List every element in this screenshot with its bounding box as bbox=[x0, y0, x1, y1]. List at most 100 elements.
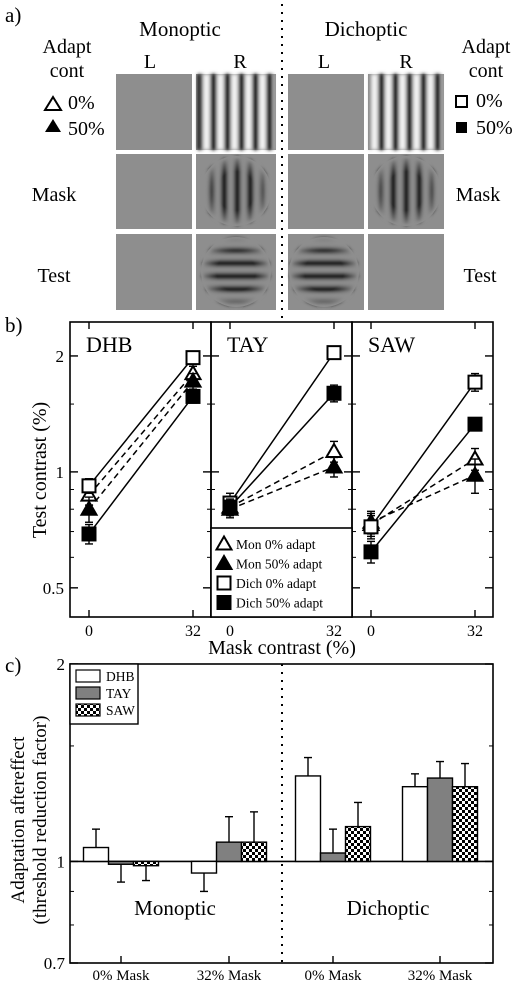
mono-mask-left-tile bbox=[116, 154, 192, 229]
subplot-title: TAY bbox=[227, 332, 269, 357]
y-tick-label: 2 bbox=[57, 655, 66, 674]
series-square-open bbox=[81, 350, 201, 494]
dich-test-left-grating bbox=[288, 234, 364, 310]
mono-test-left-tile bbox=[116, 234, 192, 310]
legend-marker bbox=[214, 553, 234, 570]
panel-c-label: c) bbox=[5, 653, 21, 677]
dich-adapt-right-grating bbox=[368, 74, 444, 150]
bar bbox=[240, 841, 268, 863]
legend-marker bbox=[216, 575, 232, 591]
data-point bbox=[363, 519, 379, 535]
series-square-open bbox=[363, 372, 483, 540]
series-triangle-open bbox=[361, 447, 485, 538]
row-label-test-left: Test bbox=[37, 265, 70, 287]
y-tick-label: 2 bbox=[56, 347, 65, 366]
legend-entry: Dich 50% adapt bbox=[236, 596, 323, 611]
mono-adapt-left-tile bbox=[116, 74, 192, 150]
legend-entry: Mon 0% adapt bbox=[236, 537, 316, 552]
subplot-frame bbox=[351, 321, 494, 618]
data-point bbox=[363, 544, 379, 560]
panel-b-legend: Mon 0% adapt Mon 50% adapt Dich 0% adapt Di… bbox=[210, 527, 353, 618]
adapt-title-left-1: Adapt bbox=[43, 36, 92, 58]
legend-entry: Mon 50% adapt bbox=[236, 557, 322, 572]
legend-swatch bbox=[75, 669, 101, 683]
data-point bbox=[185, 388, 201, 404]
bar bbox=[319, 852, 347, 863]
dich-mask-left-tile bbox=[288, 154, 364, 229]
adapt-zero-right: 0% bbox=[476, 90, 503, 112]
data-point bbox=[467, 374, 483, 390]
legend-entry: DHB bbox=[106, 669, 135, 684]
x-tick-label: 0 bbox=[226, 623, 234, 640]
series-line bbox=[370, 381, 476, 528]
adapt-zero-left: 0% bbox=[68, 92, 95, 114]
series-square-open bbox=[222, 345, 342, 515]
x-tick-label: 32 bbox=[185, 623, 201, 640]
panel-b: b) Test contrast (%) Mask contrast (%) D… bbox=[5, 313, 494, 659]
dich-test-right-tile bbox=[368, 234, 444, 310]
adapt-fifty-right: 50% bbox=[476, 117, 513, 139]
data-point bbox=[326, 385, 342, 401]
legend-entry: Dich 0% adapt bbox=[236, 576, 316, 591]
series-line bbox=[370, 474, 476, 523]
panel-b-subplot-dhb: DHB 0 32 0.5 1 2 bbox=[43, 321, 212, 640]
subplot-title: DHB bbox=[86, 332, 132, 357]
data-point bbox=[324, 457, 344, 474]
series-square-filled bbox=[81, 388, 201, 545]
series-line bbox=[88, 357, 194, 487]
y-tick-label: 0.7 bbox=[44, 954, 66, 973]
bar bbox=[132, 860, 160, 867]
data-point bbox=[465, 465, 485, 482]
group-label-monoptic: Monoptic bbox=[134, 896, 216, 920]
dich-eye-right: R bbox=[399, 51, 413, 73]
panel-a: a) Monoptic Dichoptic L R L R Adapt cont… bbox=[5, 3, 513, 318]
series-line bbox=[229, 352, 335, 504]
x-tick-label: 32 bbox=[467, 623, 483, 640]
panel-a-label: a) bbox=[5, 3, 21, 27]
dich-eye-left: L bbox=[318, 51, 330, 73]
data-point bbox=[79, 499, 99, 516]
series-line bbox=[88, 395, 194, 535]
series-triangle-filled bbox=[79, 371, 203, 523]
panel-c-ylabel: Adaptation aftereffect bbox=[8, 736, 29, 904]
legend-swatch bbox=[75, 703, 101, 717]
x-tick-label: 32% Mask bbox=[197, 968, 262, 984]
data-point bbox=[222, 499, 238, 515]
mono-eye-right: R bbox=[233, 51, 247, 73]
dich-adapt-left-tile bbox=[288, 74, 364, 150]
bar bbox=[294, 775, 322, 863]
adapt-title-left-2: cont bbox=[50, 60, 85, 82]
panel-c-plot: 0.7 1 2 0% Mask 32% Mask 0% Mask 32% Mask Monop… bbox=[44, 655, 494, 984]
legend-frame bbox=[210, 527, 353, 618]
open-triangle-icon bbox=[43, 95, 63, 111]
legend-entry: TAY bbox=[106, 686, 132, 701]
bar bbox=[107, 860, 135, 865]
bar bbox=[401, 785, 429, 863]
panel-b-xlabel: Mask contrast (%) bbox=[208, 637, 356, 659]
bar bbox=[426, 777, 454, 863]
x-tick-label: 0% Mask bbox=[304, 968, 362, 984]
x-tick-label: 0% Mask bbox=[92, 968, 150, 984]
panel-b-label: b) bbox=[5, 313, 23, 337]
row-label-test-right: Test bbox=[463, 265, 496, 287]
series-square-filled bbox=[222, 384, 342, 517]
x-tick-label: 32 bbox=[326, 623, 342, 640]
dich-mask-right-grating bbox=[368, 154, 444, 229]
data-point bbox=[81, 478, 97, 494]
open-square-icon bbox=[455, 95, 468, 108]
filled-square-icon bbox=[456, 122, 467, 133]
series-square-filled bbox=[363, 416, 483, 564]
mono-mask-right-grating bbox=[196, 154, 276, 229]
bar bbox=[190, 860, 218, 874]
series-line bbox=[229, 466, 335, 510]
adapt-fifty-left: 50% bbox=[68, 118, 105, 140]
y-tick-label: 0.5 bbox=[43, 579, 64, 598]
legend-swatch bbox=[75, 686, 101, 700]
bar bbox=[82, 846, 110, 863]
bar bbox=[215, 841, 243, 863]
data-point bbox=[183, 371, 203, 388]
y-tick-label: 1 bbox=[56, 463, 65, 482]
series-line bbox=[370, 458, 476, 526]
adapt-title-right-2: cont bbox=[469, 60, 504, 82]
